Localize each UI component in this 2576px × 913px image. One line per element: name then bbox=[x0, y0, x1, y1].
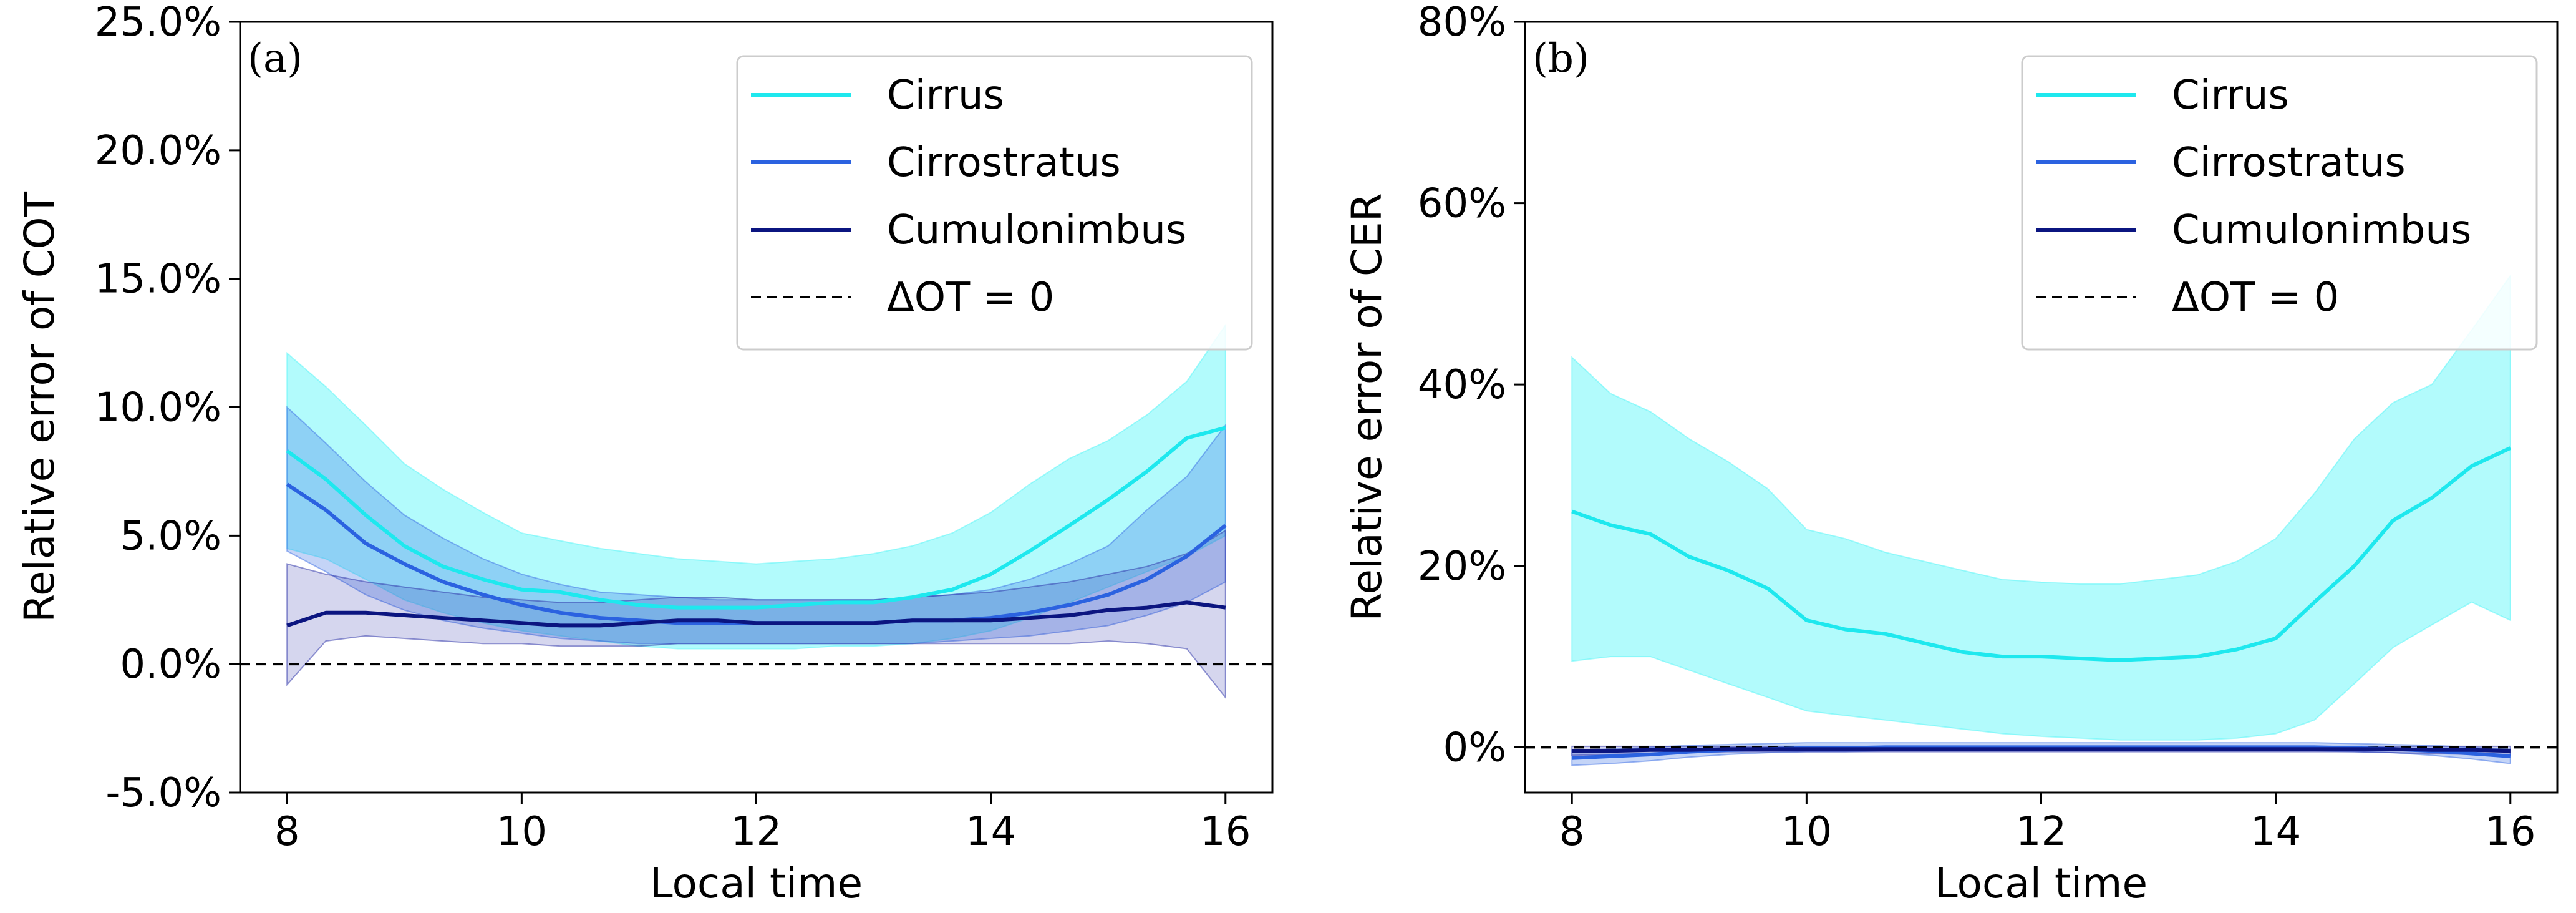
x-tick-label: 8 bbox=[274, 809, 300, 855]
y-tick-label: 40% bbox=[1418, 362, 1506, 408]
line-cumulonimbus bbox=[286, 600, 1226, 628]
legend-label: Cirrostratus bbox=[887, 140, 1121, 186]
band-cirrus bbox=[1571, 273, 2511, 741]
y-axis-label: Relative error of CER bbox=[1343, 193, 1391, 621]
legend-label: ΔOT = 0 bbox=[887, 275, 1054, 321]
x-tick-label: 8 bbox=[1559, 809, 1585, 855]
y-tick-label: 10.0% bbox=[95, 385, 221, 431]
chart-panel-b: 8 10 12 14 16 0% 20% 40% 60% 80% Local time Relativ… bbox=[1343, 0, 2559, 907]
y-tick-label: 20% bbox=[1418, 544, 1506, 590]
y-tick-label: 0.0% bbox=[120, 642, 221, 688]
y-tick-label: 5.0% bbox=[120, 513, 221, 559]
y-tick-label: 80% bbox=[1418, 0, 1506, 46]
panel-label: (b) bbox=[1533, 36, 1589, 82]
y-tick-label: 25.0% bbox=[95, 0, 221, 46]
legend-label: Cirrostratus bbox=[2172, 140, 2406, 186]
y-tick-label: -5.0% bbox=[105, 770, 221, 816]
legend-label: Cumulonimbus bbox=[887, 207, 1186, 253]
panel-label: (a) bbox=[248, 36, 303, 82]
x-tick-label: 10 bbox=[1781, 809, 1832, 855]
x-axis-label: Local time bbox=[650, 859, 863, 907]
x-axis-label: Local time bbox=[1935, 859, 2147, 907]
x-tick-label: 14 bbox=[2250, 809, 2301, 855]
y-tick-label: 60% bbox=[1418, 181, 1506, 227]
plot-area bbox=[240, 323, 1272, 700]
plot-area bbox=[1525, 273, 2557, 766]
x-tick-label: 12 bbox=[2016, 809, 2066, 855]
y-tick-label: 0% bbox=[1443, 725, 1506, 771]
legend-label: Cirrus bbox=[2172, 72, 2289, 119]
x-tick-label: 10 bbox=[496, 809, 547, 855]
x-tick-label: 12 bbox=[731, 809, 782, 855]
legend: Cirrus Cirrostratus Cumulonimbus ΔOT = 0 bbox=[736, 55, 1253, 351]
line-cumulonimbus bbox=[1572, 747, 2511, 753]
legend-box bbox=[736, 55, 1253, 351]
legend-label: Cumulonimbus bbox=[2172, 207, 2471, 253]
line-cirrus bbox=[286, 426, 1226, 610]
chart-panel-a: 8 10 12 14 16 -5.0% 0.0% 5.0% 10.0% 15.0% 20.0% 25.… bbox=[16, 0, 1274, 907]
legend-label: Cirrus bbox=[887, 72, 1004, 119]
x-tick-label: 16 bbox=[2485, 809, 2535, 855]
legend-label: ΔOT = 0 bbox=[2172, 275, 2339, 321]
legend: Cirrus Cirrostratus Cumulonimbus ΔOT = 0 bbox=[2021, 55, 2538, 351]
x-tick-label: 14 bbox=[966, 809, 1016, 855]
y-tick-label: 20.0% bbox=[95, 128, 221, 174]
y-axis-label: Relative error of COT bbox=[16, 191, 64, 623]
x-tick-label: 16 bbox=[1200, 809, 1251, 855]
y-tick-label: 15.0% bbox=[95, 256, 221, 303]
line-cirrus bbox=[1571, 446, 2512, 662]
legend-box bbox=[2021, 55, 2538, 351]
